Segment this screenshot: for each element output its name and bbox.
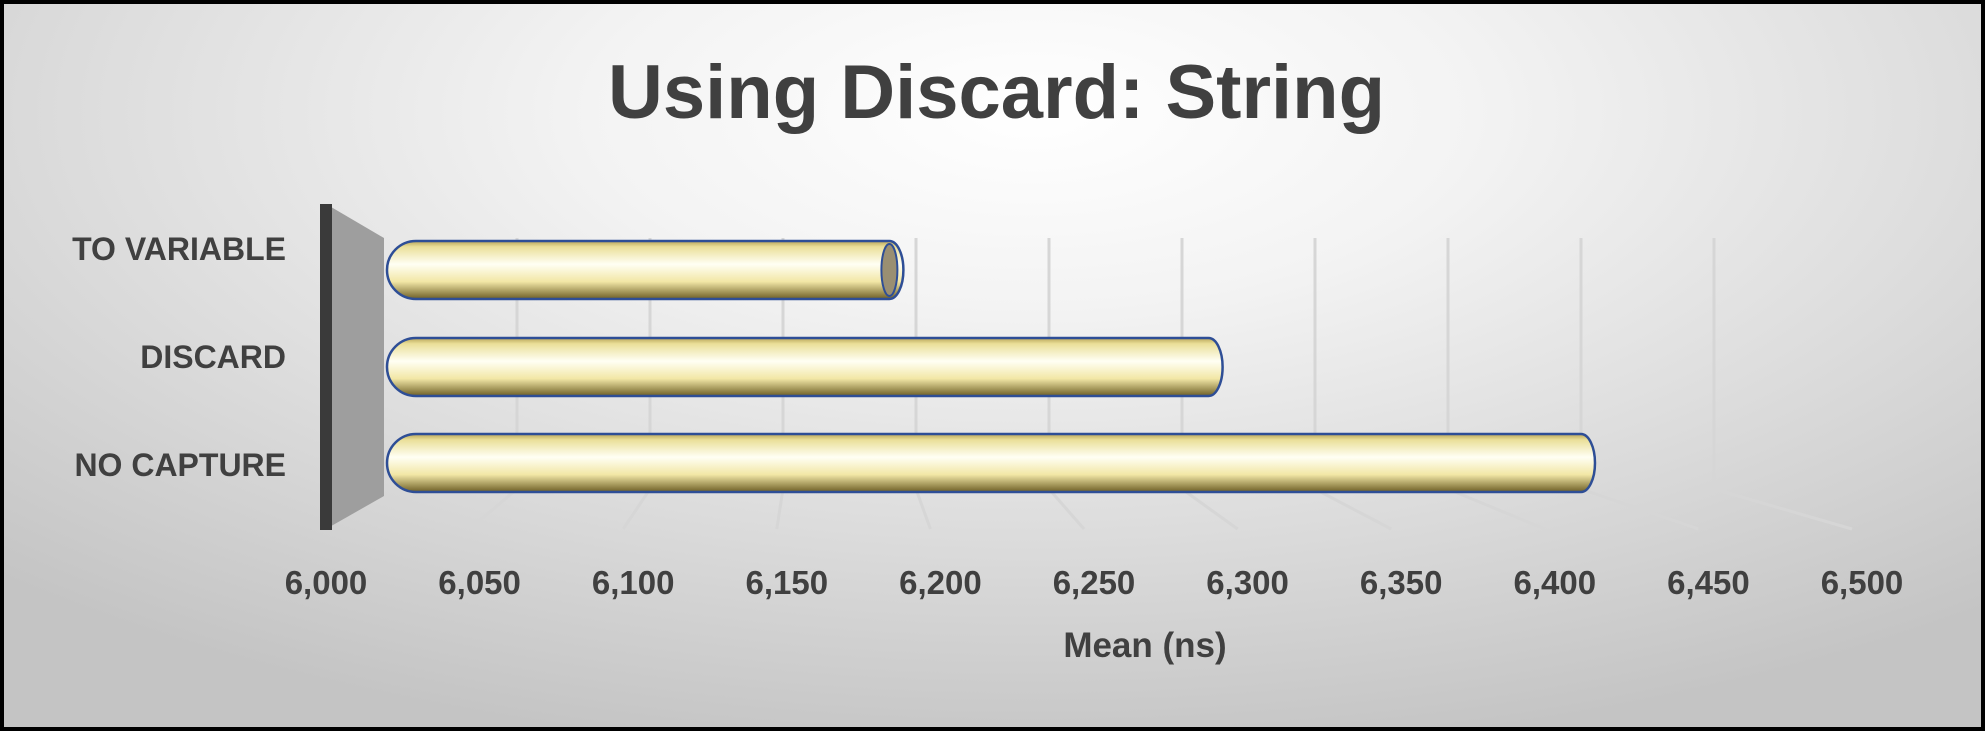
floor-gridline xyxy=(621,488,652,530)
x-tick-label: 6,200 xyxy=(899,564,982,601)
x-tick-label: 6,050 xyxy=(438,564,521,601)
floor-gridline xyxy=(1314,487,1392,531)
category-label: NO CAPTURE xyxy=(74,447,286,483)
chart-title: Using Discard: String xyxy=(608,50,1385,135)
x-tick-label: 6,000 xyxy=(285,564,368,601)
category-labels: TO VARIABLE DISCARD NO CAPTURE xyxy=(72,231,286,483)
floor-gridline xyxy=(1580,487,1699,531)
bars xyxy=(385,239,1597,494)
x-tick-label: 6,100 xyxy=(592,564,675,601)
category-label: DISCARD xyxy=(140,339,286,375)
floor-gridline xyxy=(775,488,785,530)
x-tick-label: 6,250 xyxy=(1053,564,1136,601)
floor-gridline xyxy=(1181,487,1239,531)
side-wall xyxy=(326,204,384,529)
floor-gridline xyxy=(468,487,518,531)
bar xyxy=(385,239,905,301)
category-label: TO VARIABLE xyxy=(72,231,286,267)
floor-gridline xyxy=(1447,487,1546,531)
axis-post xyxy=(320,204,332,530)
x-tick-label: 6,300 xyxy=(1206,564,1289,601)
floor-gridline xyxy=(914,488,932,530)
x-tick-label: 6,350 xyxy=(1360,564,1443,601)
x-tick-label: 6,450 xyxy=(1667,564,1750,601)
bar xyxy=(385,432,1597,494)
floor-gridline xyxy=(1713,487,1853,531)
bar xyxy=(385,336,1224,398)
x-tick-label: 6,500 xyxy=(1821,564,1904,601)
x-tick-label: 6,150 xyxy=(746,564,829,601)
axis-wall xyxy=(320,204,384,530)
x-axis-title: Mean (ns) xyxy=(1063,626,1226,665)
tick-labels: 6,000 6,050 6,100 6,150 6,200 6,250 6,300 6,350… xyxy=(285,564,1904,601)
floor-gridline xyxy=(1047,488,1086,530)
bar-end-cap xyxy=(880,243,899,297)
x-tick-label: 6,400 xyxy=(1514,564,1597,601)
